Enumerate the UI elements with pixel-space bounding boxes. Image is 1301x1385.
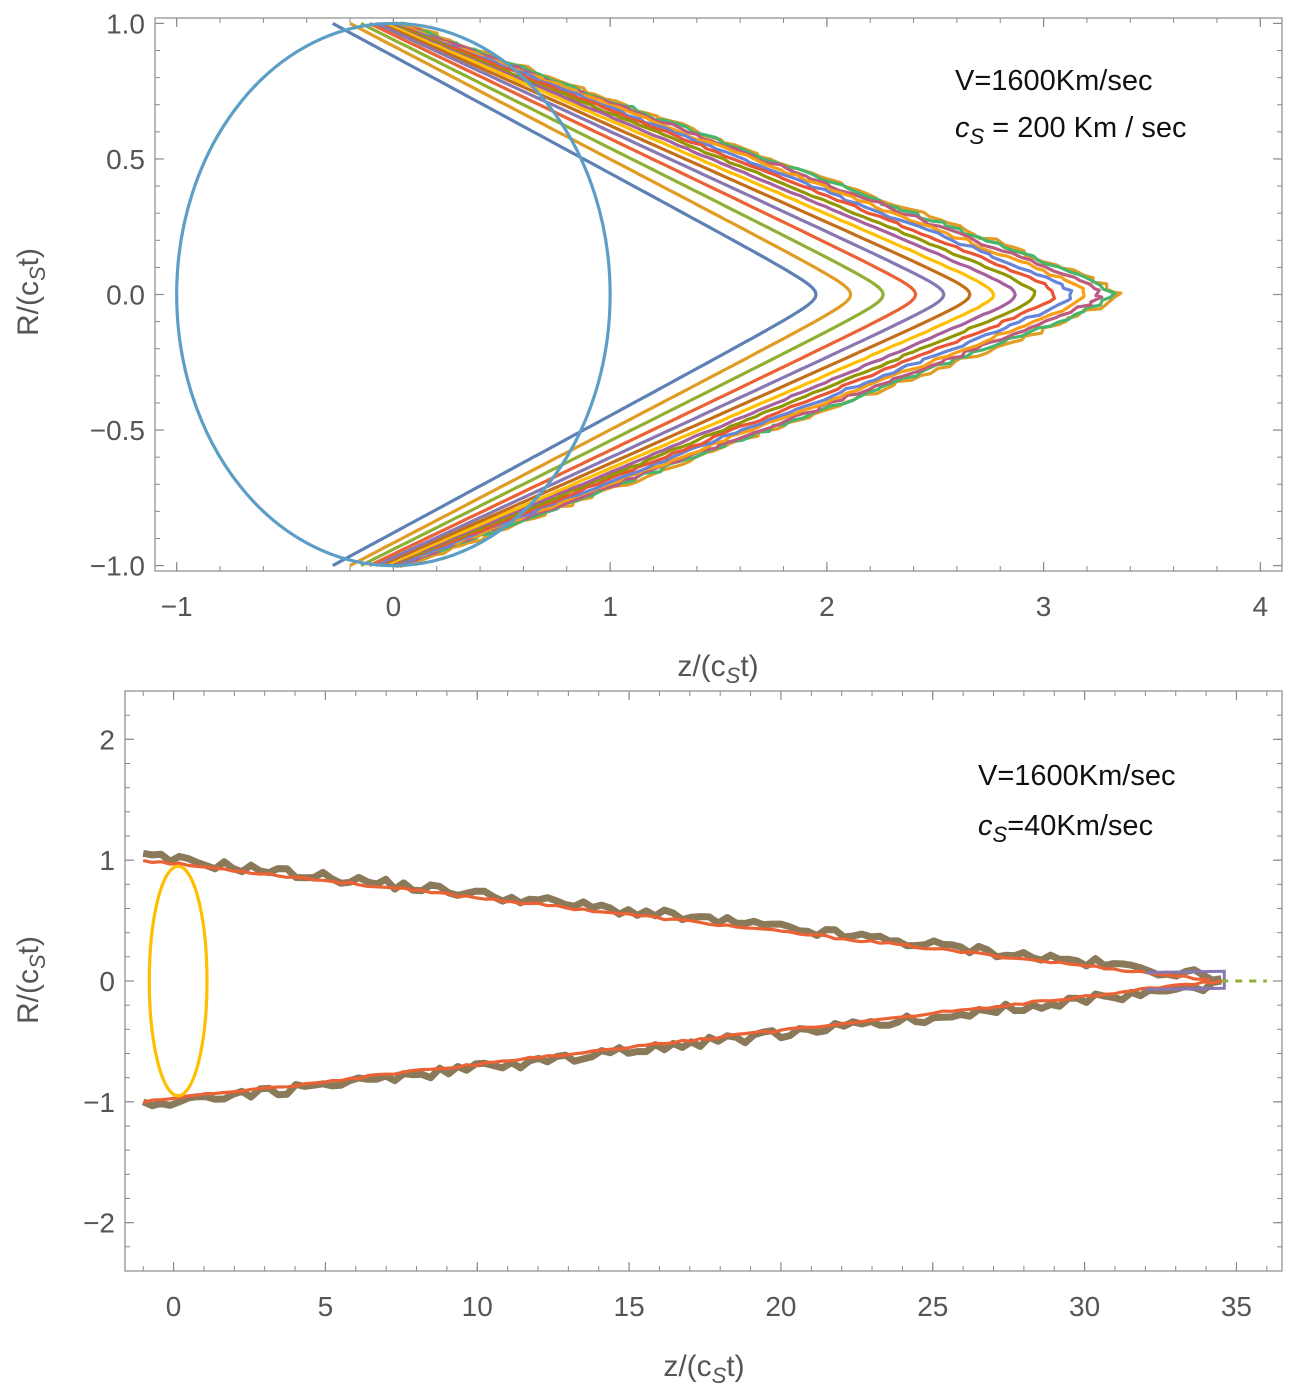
bottom-y-tick-label: −2 xyxy=(83,1208,115,1239)
top-x-axis-label: z/(cSt) xyxy=(677,650,758,688)
top-series-line xyxy=(360,21,885,568)
top-series-line xyxy=(368,21,918,568)
bottom-y-tick-label: 0 xyxy=(99,966,115,997)
top-y-tick-label: 0.5 xyxy=(106,144,145,175)
top-x-tick-label: 3 xyxy=(1036,591,1052,622)
bottom-cone-edge xyxy=(142,859,1222,983)
bottom-x-tick-label: 20 xyxy=(765,1291,796,1322)
top-y-tick-label: −0.5 xyxy=(90,415,145,446)
bottom-x-tick-label: 0 xyxy=(166,1291,182,1322)
bottom-y-axis-label: R/(cSt) xyxy=(12,936,50,1024)
bottom-x-axis-label: z/(cSt) xyxy=(663,1350,744,1385)
top-series-line xyxy=(383,22,996,568)
top-series-line xyxy=(375,21,946,568)
top-series-line xyxy=(386,22,1017,568)
top-x-tick-label: 1 xyxy=(602,591,618,622)
chart-bottom: 0 5 10 15 20 25 30 35 −2 −1 0 1 2 V=1600Km/sec cS=40… xyxy=(12,690,1283,1385)
top-series-line xyxy=(395,21,1104,568)
top-series-line xyxy=(391,22,1074,568)
bottom-x-tick-label: 5 xyxy=(318,1291,334,1322)
top-series-line xyxy=(388,22,1037,568)
bottom-x-tick-label: 35 xyxy=(1221,1291,1252,1322)
top-series-group xyxy=(175,20,1123,568)
bottom-y-tick-label: 2 xyxy=(99,724,115,755)
bottom-ticks: 0 5 10 15 20 25 30 35 −2 −1 0 1 2 xyxy=(83,691,1282,1322)
bottom-y-tick-label: −1 xyxy=(83,1087,115,1118)
top-series-line xyxy=(379,21,972,568)
bottom-annotation-line-1: V=1600Km/sec xyxy=(978,760,1175,792)
top-y-tick-label: 0.0 xyxy=(106,280,145,311)
top-annotation-line-2: cS = 200 Km / sec xyxy=(955,112,1186,149)
top-series-line xyxy=(349,21,853,568)
top-ticks: −1 0 1 2 3 4 −1.0 −0.5 0.0 0.5 1.0 xyxy=(90,8,1282,622)
top-annotation-line-1: V=1600Km/sec xyxy=(955,65,1152,97)
top-x-tick-label: 0 xyxy=(386,591,402,622)
top-y-axis-label: R/(cSt) xyxy=(12,248,50,336)
bottom-sound-circle xyxy=(147,864,209,1098)
top-x-tick-label: 4 xyxy=(1253,591,1269,622)
top-series-line xyxy=(388,22,1057,568)
bottom-series-group xyxy=(141,849,1267,1110)
top-series-line xyxy=(331,21,818,568)
top-sound-circle xyxy=(175,21,612,568)
bottom-annotation: V=1600Km/sec cS=40Km/sec xyxy=(978,760,1175,847)
top-series-line xyxy=(399,21,1123,568)
bottom-x-tick-label: 10 xyxy=(462,1291,493,1322)
bottom-x-tick-label: 15 xyxy=(614,1291,645,1322)
chart-top: −1 0 1 2 3 4 −1.0 −0.5 0.0 0.5 1.0 V=1600Km/sec cS… xyxy=(12,8,1283,688)
bottom-x-tick-label: 25 xyxy=(917,1291,948,1322)
bottom-x-tick-label: 30 xyxy=(1069,1291,1100,1322)
top-series-line xyxy=(393,20,1086,568)
bottom-cone-edge xyxy=(142,979,1222,1105)
top-y-tick-label: −1.0 xyxy=(90,551,145,582)
top-y-tick-label: 1.0 xyxy=(106,8,145,39)
top-x-tick-label: −1 xyxy=(161,591,193,622)
bottom-y-tick-label: 1 xyxy=(99,845,115,876)
top-annotation: V=1600Km/sec cS = 200 Km / sec xyxy=(955,65,1186,149)
bottom-annotation-line-2: cS=40Km/sec xyxy=(978,810,1153,847)
top-x-tick-label: 2 xyxy=(819,591,835,622)
